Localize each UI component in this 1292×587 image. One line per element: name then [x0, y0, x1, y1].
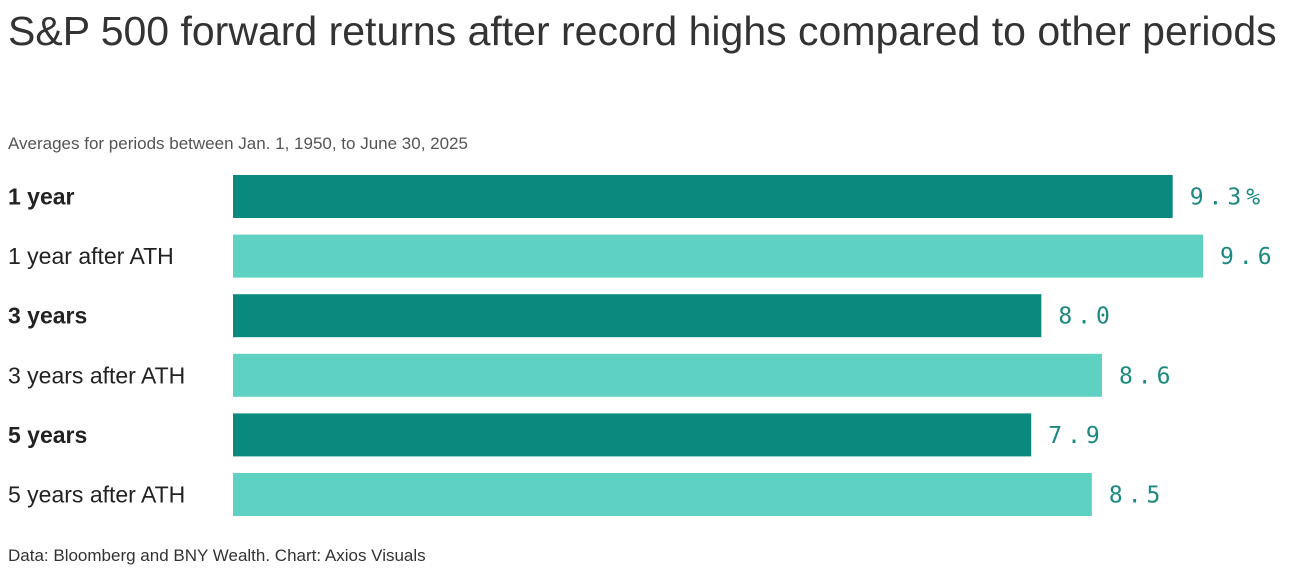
bar — [233, 294, 1042, 338]
value-label: 8.0 — [1058, 304, 1115, 330]
source-note: Data: Bloomberg and BNY Wealth. Chart: A… — [8, 546, 426, 565]
chart-subtitle: Averages for periods between Jan. 1, 195… — [8, 134, 468, 153]
category-label: 5 years — [8, 422, 87, 448]
bar — [233, 353, 1102, 397]
value-label: 9.6 — [1220, 244, 1277, 270]
category-label: 5 years after ATH — [8, 482, 185, 508]
value-label: 8.5 — [1109, 483, 1166, 509]
value-label: 7.9 — [1048, 423, 1105, 449]
value-label: 8.6 — [1119, 363, 1176, 389]
category-label: 1 year — [8, 184, 75, 210]
bar — [233, 413, 1032, 457]
bar — [233, 234, 1203, 278]
category-label: 3 years after ATH — [8, 362, 185, 388]
category-label: 3 years — [8, 303, 87, 329]
bar — [233, 473, 1092, 516]
bar-chart: 1 year 9.3% 1 year after ATH 9.6 3 years 8.0 3… — [8, 175, 1277, 516]
value-label: 9.3% — [1190, 185, 1265, 211]
chart-title: S&P 500 forward returns after record hig… — [8, 8, 1277, 54]
bar — [233, 175, 1173, 218]
category-label: 1 year after ATH — [8, 243, 174, 269]
